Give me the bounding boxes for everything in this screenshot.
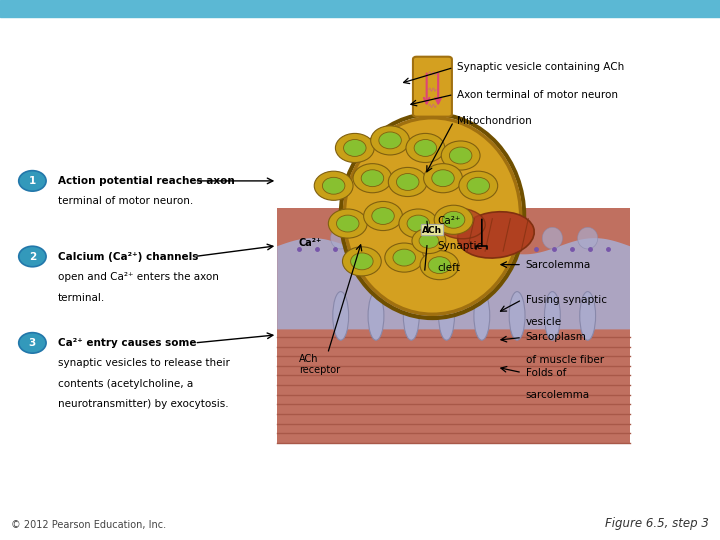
Ellipse shape — [509, 292, 525, 340]
Ellipse shape — [368, 292, 384, 340]
Bar — [0, 0, 720, 17]
Circle shape — [434, 205, 473, 234]
Text: synaptic vesicles to release their: synaptic vesicles to release their — [58, 359, 230, 368]
Text: vesicle: vesicle — [526, 318, 562, 327]
Ellipse shape — [333, 292, 348, 340]
Circle shape — [407, 215, 430, 232]
Circle shape — [432, 170, 454, 187]
Ellipse shape — [580, 292, 595, 340]
Text: Fusing synaptic: Fusing synaptic — [526, 295, 606, 305]
Circle shape — [423, 164, 462, 193]
Circle shape — [384, 243, 423, 272]
Text: terminal of motor neuron.: terminal of motor neuron. — [58, 197, 193, 206]
Circle shape — [314, 171, 353, 200]
Circle shape — [371, 126, 410, 155]
Text: 1: 1 — [29, 176, 36, 186]
Circle shape — [406, 133, 445, 163]
Text: ACh
receptor: ACh receptor — [299, 354, 340, 375]
Ellipse shape — [436, 208, 485, 239]
Circle shape — [393, 249, 415, 266]
Circle shape — [449, 147, 472, 164]
Circle shape — [441, 141, 480, 170]
Circle shape — [412, 228, 446, 254]
Bar — [277, 208, 630, 443]
Text: Ca²⁺: Ca²⁺ — [299, 238, 322, 248]
Circle shape — [351, 253, 373, 270]
Text: Axon terminal of motor neuron: Axon terminal of motor neuron — [457, 90, 618, 99]
Text: open and Ca²⁺ enters the axon: open and Ca²⁺ enters the axon — [58, 272, 218, 282]
Circle shape — [467, 177, 490, 194]
Circle shape — [343, 247, 382, 276]
Circle shape — [19, 333, 46, 353]
Ellipse shape — [438, 292, 454, 340]
Text: cleft: cleft — [438, 264, 461, 273]
Text: Sarcolemma: Sarcolemma — [526, 260, 591, 269]
Circle shape — [419, 233, 438, 248]
Polygon shape — [277, 238, 630, 329]
Ellipse shape — [507, 227, 527, 249]
Ellipse shape — [472, 227, 492, 249]
Text: neurotransmitter) by exocytosis.: neurotransmitter) by exocytosis. — [58, 400, 228, 409]
Circle shape — [442, 211, 465, 228]
Circle shape — [353, 164, 392, 193]
Text: 2: 2 — [29, 252, 36, 261]
Ellipse shape — [544, 292, 560, 340]
Ellipse shape — [401, 227, 421, 249]
Ellipse shape — [330, 227, 351, 249]
Ellipse shape — [344, 118, 521, 314]
Ellipse shape — [577, 227, 598, 249]
Text: © 2012 Pearson Education, Inc.: © 2012 Pearson Education, Inc. — [11, 520, 166, 530]
Text: ACh: ACh — [423, 226, 443, 234]
Ellipse shape — [436, 227, 456, 249]
Text: Ca²⁺ entry causes some: Ca²⁺ entry causes some — [58, 338, 196, 348]
Text: sarcolemma: sarcolemma — [526, 390, 590, 400]
Circle shape — [388, 167, 427, 197]
Text: Calcium (Ca²⁺) channels: Calcium (Ca²⁺) channels — [58, 252, 198, 261]
Circle shape — [343, 139, 366, 157]
Text: terminal.: terminal. — [58, 293, 105, 302]
Circle shape — [19, 246, 46, 267]
Text: Sarcoplasm: Sarcoplasm — [526, 333, 587, 342]
Text: of muscle fiber: of muscle fiber — [526, 355, 604, 365]
Circle shape — [323, 177, 345, 194]
Circle shape — [397, 173, 419, 191]
Circle shape — [420, 251, 459, 280]
Text: Action potential reaches axon: Action potential reaches axon — [58, 176, 234, 186]
Circle shape — [328, 209, 367, 238]
Circle shape — [364, 201, 402, 231]
Circle shape — [379, 132, 401, 149]
Text: Folds of: Folds of — [526, 368, 566, 377]
Circle shape — [428, 256, 451, 274]
Circle shape — [414, 139, 436, 157]
FancyBboxPatch shape — [413, 57, 452, 117]
Text: contents (acetylcholine, a: contents (acetylcholine, a — [58, 379, 193, 389]
Circle shape — [19, 171, 46, 191]
Text: Synaptic vesicle containing ACh: Synaptic vesicle containing ACh — [457, 63, 624, 72]
Text: Mitochondrion: Mitochondrion — [457, 117, 532, 126]
Text: Figure 6.5, step 3: Figure 6.5, step 3 — [606, 517, 709, 530]
Ellipse shape — [542, 227, 562, 249]
Circle shape — [336, 133, 374, 163]
Circle shape — [372, 207, 395, 225]
Text: Ca²⁺: Ca²⁺ — [438, 217, 461, 226]
Text: Synaptic: Synaptic — [438, 241, 483, 251]
Circle shape — [459, 171, 498, 200]
Ellipse shape — [458, 212, 534, 258]
Circle shape — [336, 215, 359, 232]
Circle shape — [399, 209, 438, 238]
Text: 3: 3 — [29, 338, 36, 348]
Ellipse shape — [366, 227, 386, 249]
Circle shape — [361, 170, 384, 187]
Ellipse shape — [403, 292, 419, 340]
Ellipse shape — [474, 292, 490, 340]
